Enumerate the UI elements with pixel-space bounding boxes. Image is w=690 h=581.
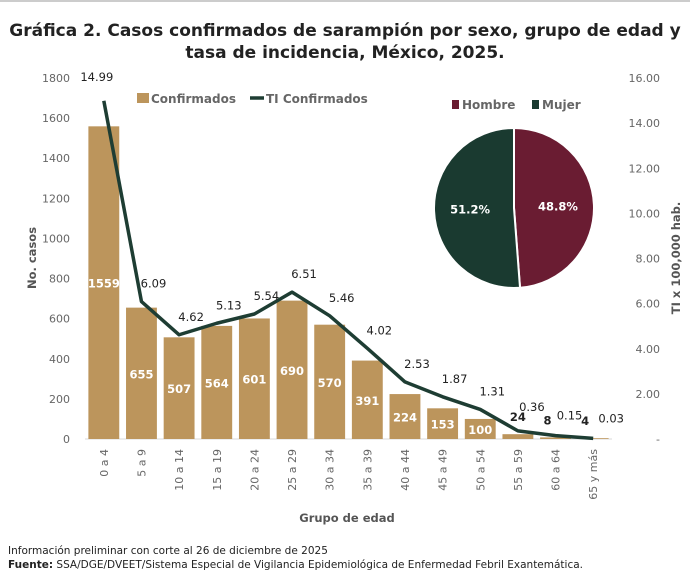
bar-value-label: 24 xyxy=(510,410,526,424)
chart-title: Gráfica 2. Casos confirmados de sarampió… xyxy=(9,21,681,63)
bar xyxy=(276,300,308,439)
bar xyxy=(427,408,459,439)
x-tick-label: 65 y más xyxy=(587,449,600,500)
line-value-label: 6.09 xyxy=(141,277,167,291)
x-tick-label: 5 a 9 xyxy=(135,449,148,477)
x-tick-label: 30 a 34 xyxy=(324,449,337,491)
bar xyxy=(238,318,270,439)
x-tick-label: 40 a 44 xyxy=(399,449,412,491)
bar-value-label: 507 xyxy=(167,382,191,396)
footer-source: Fuente: SSA/DGE/DVEET/Sistema Especial d… xyxy=(8,559,583,571)
bar-value-label: 153 xyxy=(431,418,455,432)
bar xyxy=(126,307,157,439)
x-tick-label: 60 a 64 xyxy=(550,449,563,491)
y-tick-label: 200 xyxy=(49,393,70,406)
pie-legend-label: Mujer xyxy=(542,98,581,112)
line-value-label: 14.99 xyxy=(80,70,113,84)
top-divider xyxy=(0,0,690,2)
pie-legend-label: Hombre xyxy=(462,98,515,112)
y-axis-title: No. casos xyxy=(25,227,39,289)
line-value-label: 2.53 xyxy=(404,357,430,371)
legend-label-confirmados: Confirmados xyxy=(151,92,236,106)
source-label: Fuente: xyxy=(8,559,54,571)
bar-value-label: 564 xyxy=(205,376,229,390)
pie-slice-mujer xyxy=(433,126,522,289)
y-tick-label: 1000 xyxy=(42,232,70,245)
x-tick-label: 10 a 14 xyxy=(173,449,186,491)
pie-legend-swatch xyxy=(532,100,539,109)
bar-value-label: 4 xyxy=(581,414,589,428)
bar-value-label: 391 xyxy=(355,394,379,408)
y-tick-label: 1600 xyxy=(42,112,70,125)
y2-tick-label: 6.00 xyxy=(636,298,661,311)
y-tick-label: 1800 xyxy=(42,72,70,85)
x-tick-label: 55 a 59 xyxy=(512,449,525,491)
line-value-label: 5.46 xyxy=(329,291,355,305)
y2-axis-title: TI x 100,000 hab. xyxy=(669,202,683,314)
x-tick-label: 0 a 4 xyxy=(98,449,111,477)
y2-tick-label: 14.00 xyxy=(629,117,661,130)
bar xyxy=(464,418,496,439)
y-tick-label: 1200 xyxy=(42,192,70,205)
line-value-label: 1.87 xyxy=(442,372,468,386)
y2-tick-label: 10.00 xyxy=(629,207,661,220)
bar-value-label: 1559 xyxy=(88,277,120,291)
line-value-label: 6.51 xyxy=(291,267,317,281)
y-tick-label: 0 xyxy=(63,433,70,446)
line-value-label: 0.15 xyxy=(557,409,583,423)
pie-legend-swatch xyxy=(452,100,459,109)
y-tick-label: 600 xyxy=(49,313,70,326)
bar xyxy=(314,324,346,439)
y-tick-label: 800 xyxy=(49,273,70,286)
line-value-label: 5.54 xyxy=(254,289,280,303)
x-tick-label: 25 a 29 xyxy=(286,449,299,491)
x-tick-label: 50 a 54 xyxy=(474,449,487,491)
bar-value-label: 690 xyxy=(280,364,304,378)
bar xyxy=(577,438,609,439)
line-value-label: 1.31 xyxy=(479,384,505,398)
line-series-ti xyxy=(102,100,594,441)
pie-label: 51.2% xyxy=(450,203,490,217)
bar xyxy=(389,394,421,439)
legend-label-ti: TI Confirmados xyxy=(266,92,368,106)
bar xyxy=(540,437,571,439)
y2-tick-label: 2.00 xyxy=(636,388,661,401)
y-tick-label: 400 xyxy=(49,353,70,366)
pie-label: 48.8% xyxy=(538,199,578,213)
x-axis-title: Grupo de edad xyxy=(299,511,395,525)
bar xyxy=(163,337,195,439)
y-tick-label: 1400 xyxy=(42,152,70,165)
bar xyxy=(201,325,233,439)
bar-value-label: 570 xyxy=(318,376,342,390)
y2-tick-label: 12.00 xyxy=(629,162,661,175)
x-tick-label: 35 a 39 xyxy=(361,449,374,491)
bar xyxy=(502,434,534,439)
x-tick-label: 45 a 49 xyxy=(437,449,450,491)
y2-tick-label: - xyxy=(656,433,660,446)
x-tick-label: 15 a 19 xyxy=(211,449,224,491)
line-value-label: 4.62 xyxy=(178,310,204,324)
y2-tick-label: 8.00 xyxy=(636,253,661,266)
bar-value-label: 8 xyxy=(544,413,552,427)
line-value-label: 0.36 xyxy=(519,400,545,414)
y2-tick-label: 16.00 xyxy=(629,72,661,85)
bar-value-label: 224 xyxy=(393,411,417,425)
line-value-label: 4.02 xyxy=(367,323,393,337)
pie-slice-hombre xyxy=(513,126,595,289)
bar-value-label: 655 xyxy=(129,367,153,381)
bar-value-label: 601 xyxy=(242,373,266,387)
bar-value-label: 100 xyxy=(468,423,492,437)
legend-swatch-confirmados xyxy=(137,93,149,103)
line-value-label: 0.03 xyxy=(598,411,624,425)
bar xyxy=(88,126,120,439)
bar xyxy=(351,360,383,439)
line-value-label: 5.13 xyxy=(216,298,242,312)
x-tick-label: 20 a 24 xyxy=(248,449,261,491)
y2-tick-label: 4.00 xyxy=(636,343,661,356)
footer-note: Información preliminar con corte al 26 d… xyxy=(8,545,328,557)
source-text: SSA/DGE/DVEET/Sistema Especial de Vigila… xyxy=(53,559,584,571)
